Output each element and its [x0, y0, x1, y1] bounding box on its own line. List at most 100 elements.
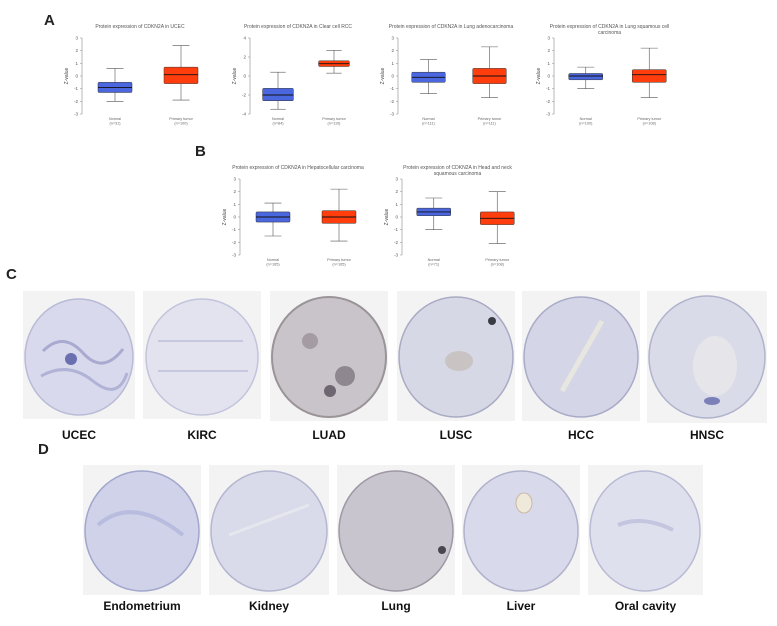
tissue-label-lung: Lung: [381, 599, 411, 613]
category-count: (n=31): [109, 122, 121, 126]
panel-label-d: D: [38, 441, 49, 458]
y-axis-label: Z-value: [380, 67, 386, 84]
y-tick-label: -2: [242, 93, 246, 98]
tissue-label-ucec: UCEC: [61, 428, 96, 442]
category-count: (n=71): [428, 263, 440, 267]
plot-title: Protein expression of CDKN2A in Lung ade…: [388, 24, 514, 30]
y-tick-label: 3: [233, 177, 236, 182]
y-axis-label: Z-value: [384, 208, 390, 225]
category-count: (n=100): [174, 122, 188, 126]
tissue-label-hnsc: HNSC: [689, 428, 724, 442]
category-label: Normal: [267, 258, 279, 262]
tissue-label-liver: Liver: [506, 599, 536, 613]
y-tick-label: -1: [232, 227, 236, 232]
category-label: Normal: [428, 258, 440, 262]
y-tick-label: -3: [390, 112, 394, 117]
plot-title: Protein expression of CDKN2A in Clear ce…: [243, 24, 353, 30]
y-tick-label: -1: [394, 227, 398, 232]
y-tick-label: 0: [243, 74, 246, 79]
y-tick-label: 1: [395, 202, 398, 207]
y-tick-label: 2: [547, 48, 550, 53]
y-tick-label: 0: [75, 74, 78, 79]
y-tick-label: -3: [74, 112, 78, 117]
box: [568, 73, 603, 81]
plot-title: Protein expression of CDKN2A in UCEC: [95, 24, 185, 30]
tissue-image-hnsc: [647, 291, 767, 423]
category-label: Primary tumor: [485, 258, 510, 262]
category-label: Normal: [109, 117, 121, 121]
y-tick-label: 3: [547, 36, 550, 41]
category-label: Primary tumor: [478, 117, 503, 121]
y-tick-label: -2: [546, 99, 550, 104]
tissue-image-ucec: [23, 291, 135, 419]
tissue-image-lung: [337, 465, 455, 595]
box: [163, 66, 199, 84]
boxplot-svg: 3 2 1 0 -1 -2 -3 Z-value Normal(n=71) Primary tum…: [384, 177, 515, 267]
tissue-label-oral-cavity: Oral cavity: [614, 599, 677, 613]
category-label: Primary tumor: [169, 117, 194, 121]
category-count: (n=165): [332, 263, 346, 267]
y-tick-label: -2: [232, 240, 236, 245]
plot-title: Protein expression of CDKN2A in Hepatoce…: [232, 165, 364, 171]
panel-label-a: A: [44, 12, 55, 29]
category-count: (n=111): [483, 122, 496, 126]
category-label: Normal: [272, 117, 284, 121]
y-axis-label: Z-value: [232, 67, 238, 84]
box: [262, 88, 294, 101]
y-tick-label: -1: [74, 86, 78, 91]
category-count: (n=108): [491, 263, 505, 267]
y-tick-label: 1: [233, 202, 236, 207]
category-count: (n=100): [579, 122, 593, 126]
tissue-image-kidney: [209, 465, 329, 595]
boxplot-svg: 3 2 1 0 -1 -2 -3 Z-value Normal(n=31) Primary tum…: [64, 36, 199, 126]
y-tick-label: 0: [395, 215, 398, 220]
panel-label-b: B: [195, 143, 206, 160]
category-count: (n=165): [266, 263, 280, 267]
category-label: Primary tumor: [322, 117, 347, 121]
y-tick-label: -2: [394, 240, 398, 245]
y-tick-label: -1: [546, 86, 550, 91]
y-tick-label: 0: [547, 74, 550, 79]
boxplot-svg: 3 2 1 0 -1 -2 -3 Z-value Normal(n=100) Primary tu…: [536, 36, 667, 126]
category-count: (n=108): [643, 122, 657, 126]
tissue-image-endometrium: [83, 465, 201, 595]
y-tick-label: -4: [242, 112, 246, 117]
y-axis-label: Z-value: [222, 208, 228, 225]
boxplot-svg: 4 2 0 -2 -4 Z-value Normal(n=84) Primary tumor(…: [232, 36, 350, 126]
y-tick-label: 2: [75, 48, 78, 53]
box: [632, 69, 667, 83]
y-tick-label: 2: [391, 48, 394, 53]
y-tick-label: 1: [391, 61, 394, 66]
y-tick-label: -1: [390, 86, 394, 91]
tissue-label-luad: LUAD: [312, 428, 346, 442]
y-axis-label: Z-value: [64, 67, 70, 84]
tissue-label-hcc: HCC: [568, 428, 594, 442]
tissue-image-lusc: [397, 291, 515, 421]
category-count: (n=111): [422, 122, 435, 126]
tissue-image-kirc: [143, 291, 261, 419]
y-tick-label: 1: [75, 61, 78, 66]
plot-title: Protein expression of CDKN2A in Lung squ…: [549, 24, 670, 36]
y-tick-label: -3: [232, 253, 236, 258]
y-tick-label: 0: [233, 215, 236, 220]
y-tick-label: -2: [74, 99, 78, 104]
category-label: Normal: [422, 117, 434, 121]
tissue-image-luad: [270, 291, 388, 421]
tissue-label-kidney: Kidney: [248, 599, 289, 613]
category-label: Primary tumor: [327, 258, 352, 262]
y-tick-label: 4: [243, 36, 246, 41]
y-tick-label: 0: [391, 74, 394, 79]
y-tick-label: 2: [233, 189, 236, 194]
y-axis-label: Z-value: [536, 67, 542, 84]
y-tick-label: -3: [546, 112, 550, 117]
tissue-image-hcc: [522, 291, 640, 421]
y-tick-label: -3: [394, 253, 398, 258]
category-count: (n=110): [328, 122, 342, 126]
y-tick-label: -2: [390, 99, 394, 104]
boxplot-lusc: Protein expression of CDKN2A in Lung squ…: [532, 22, 687, 134]
boxplot-hnsc: Protein expression of CDKN2A in Head and…: [380, 163, 535, 275]
tissue-image-liver: [462, 465, 580, 595]
y-tick-label: 1: [547, 61, 550, 66]
